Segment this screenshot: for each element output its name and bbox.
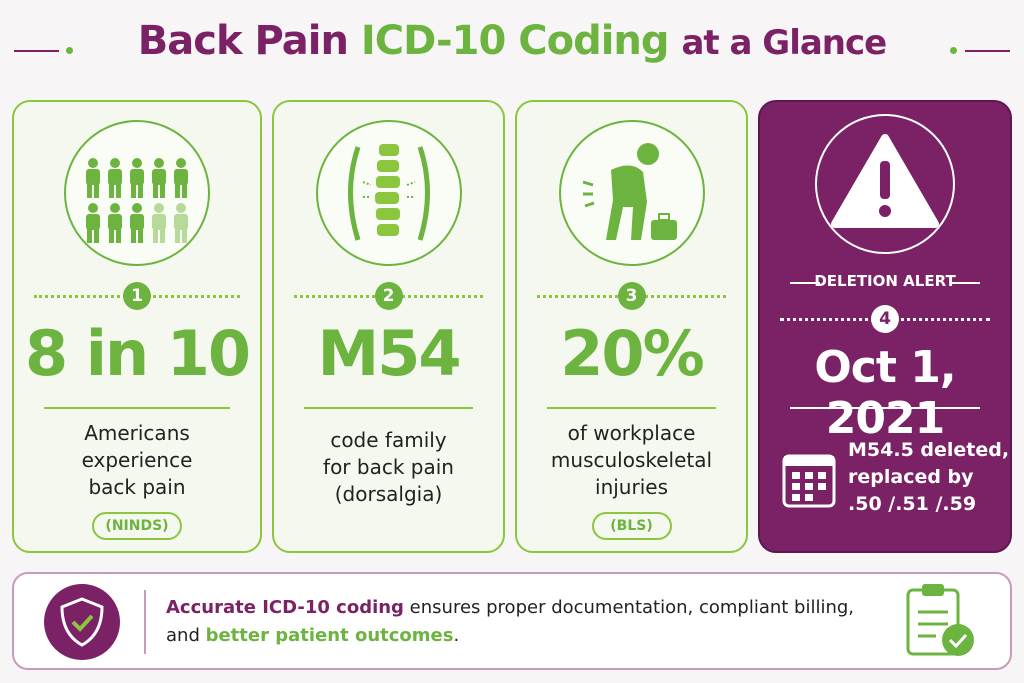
icon <box>315 120 462 266</box>
footer-text: Accurate ICD-10 coding ensures proper do… <box>166 594 854 650</box>
line: .50 /.51 /.59 <box>848 493 977 515</box>
description: Americans experience back pain <box>14 420 260 501</box>
alert-label: DELETION ALERT <box>814 272 956 290</box>
text: . <box>453 625 460 646</box>
shield-icon <box>44 584 120 660</box>
highlight: better patient outcomes <box>205 625 454 646</box>
description: of workplace musculoskeletal injuries <box>517 420 746 501</box>
line: code family <box>330 428 447 452</box>
clipboard-icon <box>906 584 974 656</box>
label-rule <box>790 282 820 284</box>
text: ensures proper documentation, compliant … <box>403 597 855 618</box>
rule <box>547 407 716 409</box>
badge: 4 <box>871 305 899 333</box>
title-dot <box>66 47 73 54</box>
line: experience <box>81 448 193 472</box>
line: for back pain <box>323 455 454 479</box>
icon <box>64 120 210 266</box>
description: code family for back pain (dorsalgia) <box>274 427 503 508</box>
line: replaced by <box>848 466 974 488</box>
title-dot <box>950 47 957 54</box>
title-rule <box>965 50 1010 52</box>
title-part: at a Glance <box>681 23 887 63</box>
source: (NINDS) <box>92 512 182 540</box>
line: musculoskeletal <box>550 448 713 472</box>
title: Back Pain ICD-10 Coding at a Glance <box>0 18 1024 64</box>
line: of workplace <box>567 421 696 445</box>
worker-icon <box>582 143 677 240</box>
warning-icon <box>831 134 939 228</box>
title-part: Back Pain <box>137 18 349 64</box>
date: Oct 1, 2021 <box>814 342 956 444</box>
badge: 2 <box>374 282 403 310</box>
highlight: Accurate ICD-10 coding <box>166 597 404 618</box>
stat: M54 <box>317 317 462 390</box>
people-icon <box>86 158 188 243</box>
badge: 3 <box>617 282 646 310</box>
stat: 8 in 10 <box>25 317 251 390</box>
rule <box>790 407 980 409</box>
title-part: ICD-10 Coding <box>360 18 670 64</box>
line: M54.5 deleted, <box>848 439 1010 461</box>
stat: 20% <box>560 317 704 390</box>
footer: Accurate ICD-10 coding ensures proper do… <box>12 572 1012 670</box>
alert-card: DELETION ALERT 4 Oct 1, 2021 M54.5 delet… <box>758 100 1012 553</box>
label-rule <box>950 282 980 284</box>
rule <box>44 407 230 409</box>
stat-card: 3 20% of workplace musculoskeletal injurie… <box>515 100 748 553</box>
calendar-icon <box>782 454 836 508</box>
source: (BLS) <box>591 512 672 540</box>
text: and <box>166 625 206 646</box>
separator <box>144 590 146 654</box>
icon <box>815 114 955 254</box>
rule <box>304 407 473 409</box>
badge: 1 <box>123 282 151 310</box>
line: Americans <box>84 421 190 445</box>
line: (dorsalgia) <box>334 482 443 506</box>
stat-card: 2 M54 code family for back pain (dorsalgia… <box>272 100 505 553</box>
title-rule <box>14 50 59 52</box>
icon <box>558 120 705 266</box>
alert-description: M54.5 deleted, replaced by .50 /.51 /.59 <box>848 437 1009 518</box>
line: injuries <box>595 475 668 499</box>
line: back pain <box>88 475 186 499</box>
stat-card: 1 8 in 10 Americans experience back pain (… <box>12 100 262 553</box>
spine-icon <box>347 144 430 241</box>
